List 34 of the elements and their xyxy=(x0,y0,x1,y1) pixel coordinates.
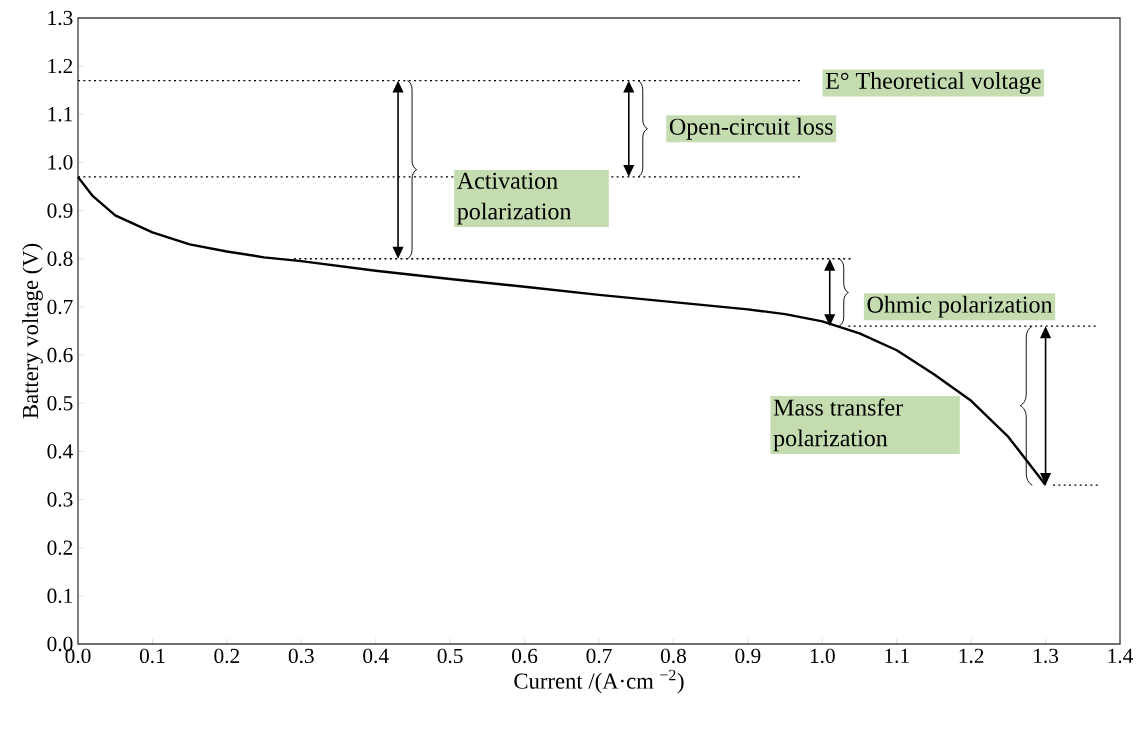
x-axis-title: Current /(A·cm $^{−2}$) xyxy=(514,669,684,694)
x-tick-label: 0.3 xyxy=(288,648,314,664)
x-tick-label: 1.2 xyxy=(959,648,984,664)
y-tick-label: 0.3 xyxy=(47,492,73,507)
y-tick-label: 0.8 xyxy=(47,251,73,266)
y-tick-label: 1.2 xyxy=(48,58,73,74)
x-tick-label: 0.5 xyxy=(437,648,463,664)
y-tick-label: 0.7 xyxy=(47,299,73,315)
y-tick-label: 0.1 xyxy=(47,588,73,604)
x-tick-label: 0.4 xyxy=(363,648,389,664)
x-tick-label: 1.3 xyxy=(1034,648,1059,664)
x-tick-label: 0.7 xyxy=(586,648,612,664)
y-tick-label: 1.0 xyxy=(48,155,73,170)
y-axis-title: Battery voltage (V) xyxy=(22,243,43,419)
annotation: E° Theoretical voltage xyxy=(825,72,1041,94)
x-tick-label: 0.2 xyxy=(214,648,240,664)
x-tick-label: 0.9 xyxy=(735,648,761,664)
x-tick-label: 0.1 xyxy=(139,648,165,664)
y-tick-label: 0.6 xyxy=(47,347,73,363)
x-tick-label: 1.0 xyxy=(810,648,835,664)
x-tick-label: 0.8 xyxy=(660,648,686,664)
y-tick-label: 0.4 xyxy=(47,444,73,459)
y-tick-label: 0.9 xyxy=(47,203,73,218)
x-tick-label: 1.4 xyxy=(1108,648,1134,664)
annotation: Mass transfer polarization xyxy=(773,398,903,452)
annotation: Open-circuit loss xyxy=(669,117,833,140)
y-tick-label: 0.2 xyxy=(47,540,73,555)
annotation: Activation polarization xyxy=(457,172,572,225)
y-tick-label: 1.1 xyxy=(48,107,73,122)
x-tick-label: 0.6 xyxy=(512,648,538,664)
annotation: Ohmic polarization xyxy=(867,295,1053,318)
x-tick-label: 1.1 xyxy=(885,648,909,664)
y-tick-label: 0.5 xyxy=(47,396,73,411)
y-tick-label: 1.3 xyxy=(48,10,73,26)
